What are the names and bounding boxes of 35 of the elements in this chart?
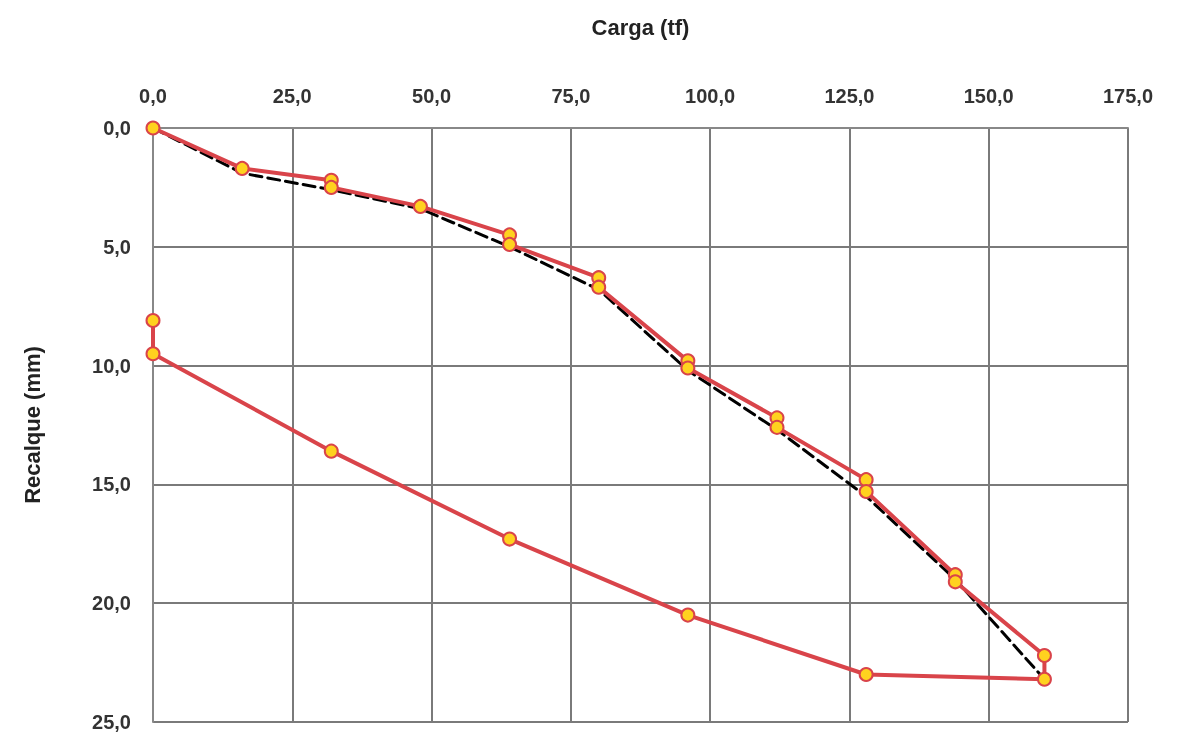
point — [412, 198, 428, 214]
point — [680, 360, 696, 376]
x-tick-label: 100,0 — [685, 85, 736, 107]
point — [145, 120, 161, 136]
point — [502, 236, 518, 252]
y-tick-label: 25,0 — [92, 711, 131, 733]
x-tick-label: 50,0 — [412, 85, 452, 107]
y-tick-label: 15,0 — [92, 473, 131, 496]
point — [947, 574, 963, 590]
y-tick-label: 10,0 — [92, 354, 131, 377]
x-axis-title: Carga (tf) — [591, 14, 690, 40]
point — [323, 443, 339, 459]
point — [1036, 671, 1052, 687]
y-tick-label: 0,0 — [103, 117, 131, 139]
point — [858, 484, 874, 500]
y-tick-label: 5,0 — [103, 235, 131, 258]
point — [145, 312, 161, 328]
x-tick-label: 75,0 — [551, 85, 591, 107]
y-tick-label: 20,0 — [92, 592, 131, 615]
point — [323, 179, 339, 195]
point — [591, 279, 607, 295]
point — [502, 531, 518, 547]
point — [234, 160, 250, 176]
point — [858, 472, 874, 488]
point — [145, 346, 161, 362]
x-tick-label: 25,0 — [272, 85, 312, 107]
x-tick-label: 150,0 — [963, 85, 1014, 107]
x-tick-label: 125,0 — [824, 85, 875, 107]
y-axis-title: Recalque (mm) — [19, 346, 45, 504]
point — [858, 666, 874, 682]
point — [1036, 647, 1052, 663]
point — [680, 607, 696, 623]
x-tick-label: 0,0 — [139, 85, 167, 107]
point — [769, 419, 785, 435]
x-tick-label: 175,0 — [1102, 85, 1154, 107]
